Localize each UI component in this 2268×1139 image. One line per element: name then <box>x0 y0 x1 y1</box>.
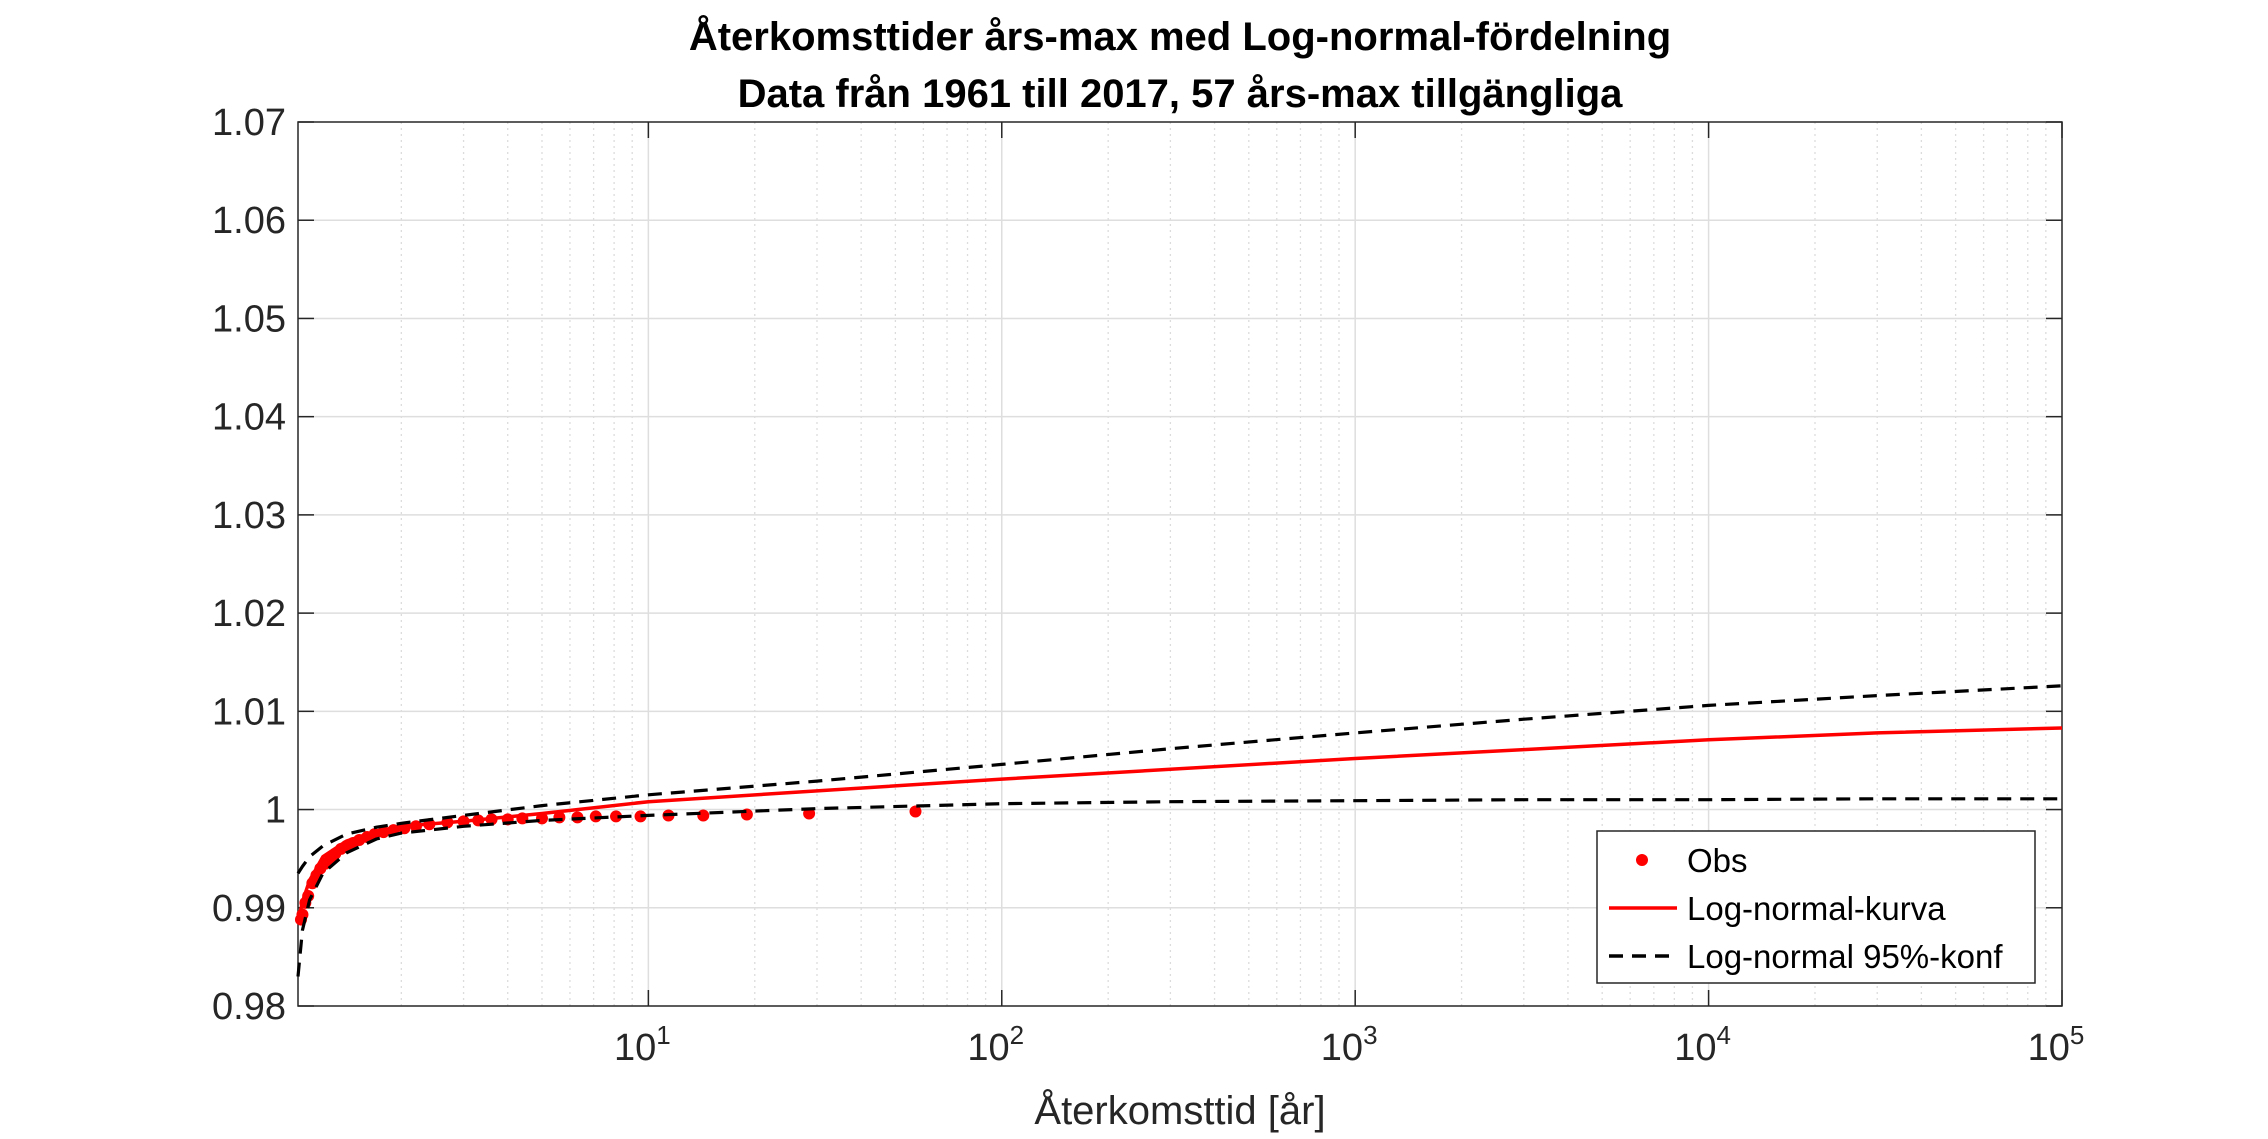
obs-point <box>697 809 710 822</box>
y-tick-label: 1.02 <box>212 593 286 635</box>
y-tick-label: 1.05 <box>212 298 286 340</box>
x-tick-label: 101 <box>614 1020 671 1069</box>
legend-label: Obs <box>1687 842 1748 879</box>
x-tick-label: 105 <box>2028 1020 2085 1069</box>
obs-point <box>610 810 623 823</box>
x-tick-label: 103 <box>1321 1020 1378 1069</box>
y-tick-label: 1 <box>265 790 286 832</box>
tick-labels: 0.98 0.99 1 1.01 1.02 1.03 1.04 1.05 1.06 1.07 101… <box>212 102 2084 1069</box>
fit-curve-line <box>296 726 2063 923</box>
x-axis-label: Återkomsttid [år] <box>1034 1088 1325 1133</box>
y-tick-label: 0.98 <box>212 986 286 1028</box>
obs-point <box>909 805 922 818</box>
legend: Obs Log-normal-kurva Log-normal 95%-konf <box>1596 830 2036 984</box>
y-tick-label: 1.07 <box>212 102 286 144</box>
y-tick-label: 1.01 <box>212 691 286 733</box>
y-tick-label: 1.06 <box>212 200 286 242</box>
conf-upper-line <box>296 684 2063 875</box>
legend-label: Log-normal-kurva <box>1687 890 1946 927</box>
y-tick-label: 0.99 <box>212 888 286 930</box>
chart-title-line-1: Återkomsttider års-max med Log-normal-fö… <box>689 14 1671 59</box>
axes-frame <box>297 121 2063 1007</box>
legend-box <box>1596 830 2036 984</box>
y-tick-label: 1.04 <box>212 397 286 439</box>
legend-label: Log-normal 95%-konf <box>1687 938 2003 975</box>
axes-box <box>297 121 2063 1007</box>
conf-lower-line <box>296 797 2062 977</box>
x-tick-label: 102 <box>967 1020 1024 1069</box>
chart-title-line-2: Data från 1961 till 2017, 57 års-max til… <box>738 72 1624 116</box>
y-tick-label: 1.03 <box>212 495 286 537</box>
series <box>294 684 2063 977</box>
legend-marker-obs <box>1636 854 1648 866</box>
x-tick-label: 104 <box>1674 1020 1731 1069</box>
obs-point <box>634 810 647 823</box>
